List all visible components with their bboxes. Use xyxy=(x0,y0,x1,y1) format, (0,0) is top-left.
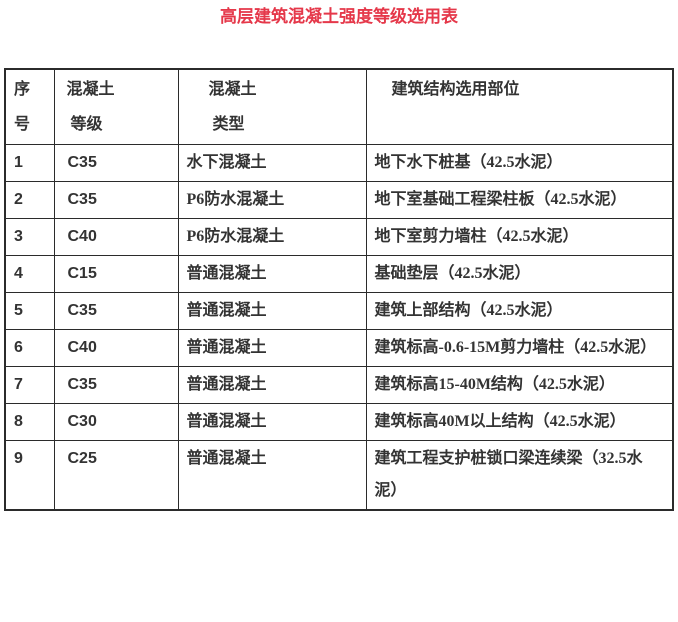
cell-concrete-type: 普通混凝土 xyxy=(177,403,367,441)
cell-structure-usage: 建筑上部结构（42.5水泥） xyxy=(365,292,674,330)
cell-serial-number: 6 xyxy=(4,329,55,367)
cell-concrete-grade: C30 xyxy=(53,403,179,441)
cell-serial-number: 8 xyxy=(4,403,55,441)
cell-concrete-grade: C35 xyxy=(53,181,179,219)
table-row: 6 C40 普通混凝土 建筑标高-0.6-15M剪力墙柱（42.5水泥） xyxy=(4,329,674,367)
table-row: 7 C35 普通混凝土 建筑标高15-40M结构（42.5水泥） xyxy=(4,366,674,404)
cell-structure-usage: 地下室基础工程梁柱板（42.5水泥） xyxy=(365,181,674,219)
cell-concrete-grade: C35 xyxy=(53,366,179,404)
cell-concrete-type: 普通混凝土 xyxy=(177,440,367,511)
cell-concrete-type: 普通混凝土 xyxy=(177,329,367,367)
table-row: 5 C35 普通混凝土 建筑上部结构（42.5水泥） xyxy=(4,292,674,330)
cell-serial-number: 1 xyxy=(4,144,55,182)
cell-structure-usage: 基础垫层（42.5水泥） xyxy=(365,255,674,293)
cell-serial-number: 3 xyxy=(4,218,55,256)
concrete-grade-table: 序 号 混凝土 等级 混凝土 类型 建筑结构选用部位 1 C35 水下混凝土 地… xyxy=(4,68,674,511)
cell-concrete-grade: C15 xyxy=(53,255,179,293)
table-row: 8 C30 普通混凝土 建筑标高40M以上结构（42.5水泥） xyxy=(4,403,674,441)
header-concrete-type: 混凝土 类型 xyxy=(177,68,367,145)
header-serial-number: 序 号 xyxy=(4,68,55,145)
cell-serial-number: 4 xyxy=(4,255,55,293)
table-row: 9 C25 普通混凝土 建筑工程支护桩锁口梁连续梁（32.5水泥） xyxy=(4,440,674,511)
cell-serial-number: 5 xyxy=(4,292,55,330)
cell-structure-usage: 地下室剪力墙柱（42.5水泥） xyxy=(365,218,674,256)
table-body: 1 C35 水下混凝土 地下水下桩基（42.5水泥） 2 C35 P6防水混凝土… xyxy=(4,144,674,511)
cell-serial-number: 2 xyxy=(4,181,55,219)
cell-concrete-type: P6防水混凝土 xyxy=(177,181,367,219)
cell-concrete-grade: C40 xyxy=(53,218,179,256)
page-title: 高层建筑混凝土强度等级选用表 xyxy=(220,7,458,26)
cell-serial-number: 9 xyxy=(4,440,55,511)
cell-structure-usage: 建筑标高40M以上结构（42.5水泥） xyxy=(365,403,674,441)
cell-concrete-type: 水下混凝土 xyxy=(177,144,367,182)
cell-structure-usage: 建筑标高-0.6-15M剪力墙柱（42.5水泥） xyxy=(365,329,674,367)
header-concrete-grade: 混凝土 等级 xyxy=(53,68,179,145)
cell-concrete-type: P6防水混凝土 xyxy=(177,218,367,256)
cell-structure-usage: 地下水下桩基（42.5水泥） xyxy=(365,144,674,182)
cell-concrete-grade: C25 xyxy=(53,440,179,511)
table-row: 4 C15 普通混凝土 基础垫层（42.5水泥） xyxy=(4,255,674,293)
cell-concrete-grade: C35 xyxy=(53,144,179,182)
table-header-row: 序 号 混凝土 等级 混凝土 类型 建筑结构选用部位 xyxy=(4,68,674,145)
cell-concrete-grade: C40 xyxy=(53,329,179,367)
cell-concrete-grade: C35 xyxy=(53,292,179,330)
table-row: 3 C40 P6防水混凝土 地下室剪力墙柱（42.5水泥） xyxy=(4,218,674,256)
cell-concrete-type: 普通混凝土 xyxy=(177,292,367,330)
cell-serial-number: 7 xyxy=(4,366,55,404)
table-row: 2 C35 P6防水混凝土 地下室基础工程梁柱板（42.5水泥） xyxy=(4,181,674,219)
table-row: 1 C35 水下混凝土 地下水下桩基（42.5水泥） xyxy=(4,144,674,182)
cell-concrete-type: 普通混凝土 xyxy=(177,255,367,293)
cell-structure-usage: 建筑标高15-40M结构（42.5水泥） xyxy=(365,366,674,404)
cell-concrete-type: 普通混凝土 xyxy=(177,366,367,404)
cell-structure-usage: 建筑工程支护桩锁口梁连续梁（32.5水泥） xyxy=(365,440,674,511)
header-structure-usage: 建筑结构选用部位 xyxy=(365,68,674,145)
